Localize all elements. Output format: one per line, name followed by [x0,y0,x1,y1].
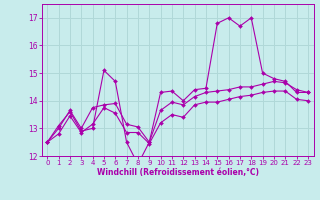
X-axis label: Windchill (Refroidissement éolien,°C): Windchill (Refroidissement éolien,°C) [97,168,259,177]
